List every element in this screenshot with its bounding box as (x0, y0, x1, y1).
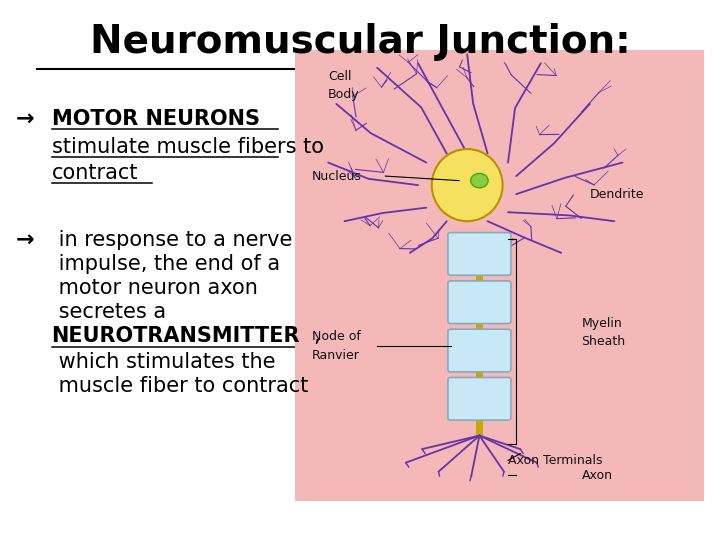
Ellipse shape (432, 149, 503, 221)
Text: Axon Terminals: Axon Terminals (508, 454, 603, 467)
FancyBboxPatch shape (448, 233, 511, 275)
Text: →: → (16, 230, 35, 249)
Text: Axon: Axon (582, 469, 613, 482)
FancyBboxPatch shape (448, 329, 511, 372)
Text: stimulate muscle fibers to: stimulate muscle fibers to (52, 137, 323, 157)
Text: Ranvier: Ranvier (312, 348, 360, 361)
FancyBboxPatch shape (448, 281, 511, 323)
Text: Body: Body (328, 89, 360, 102)
Text: Myelin: Myelin (582, 317, 622, 330)
Text: which stimulates the: which stimulates the (52, 352, 275, 372)
Bar (295, 50, 704, 501)
Text: muscle fiber to contract: muscle fiber to contract (52, 376, 308, 396)
Ellipse shape (471, 173, 488, 188)
Text: impulse, the end of a: impulse, the end of a (52, 254, 279, 274)
Text: Dendrite: Dendrite (590, 187, 644, 201)
Text: contract: contract (52, 163, 138, 183)
Text: Node of: Node of (312, 330, 361, 343)
Text: secretes a: secretes a (52, 302, 166, 322)
Text: MOTOR NEURONS: MOTOR NEURONS (52, 109, 260, 129)
Text: →: → (16, 109, 35, 129)
Text: motor neuron axon: motor neuron axon (52, 278, 258, 298)
Text: NEUROTRANSMITTER: NEUROTRANSMITTER (52, 326, 300, 346)
Text: Nucleus: Nucleus (312, 170, 361, 183)
Text: Cell: Cell (328, 70, 351, 83)
Text: in response to a nerve: in response to a nerve (52, 230, 292, 249)
Text: ,: , (313, 326, 320, 346)
FancyBboxPatch shape (448, 377, 511, 420)
Text: Sheath: Sheath (582, 335, 626, 348)
Text: Neuromuscular Junction:: Neuromuscular Junction: (89, 23, 631, 61)
